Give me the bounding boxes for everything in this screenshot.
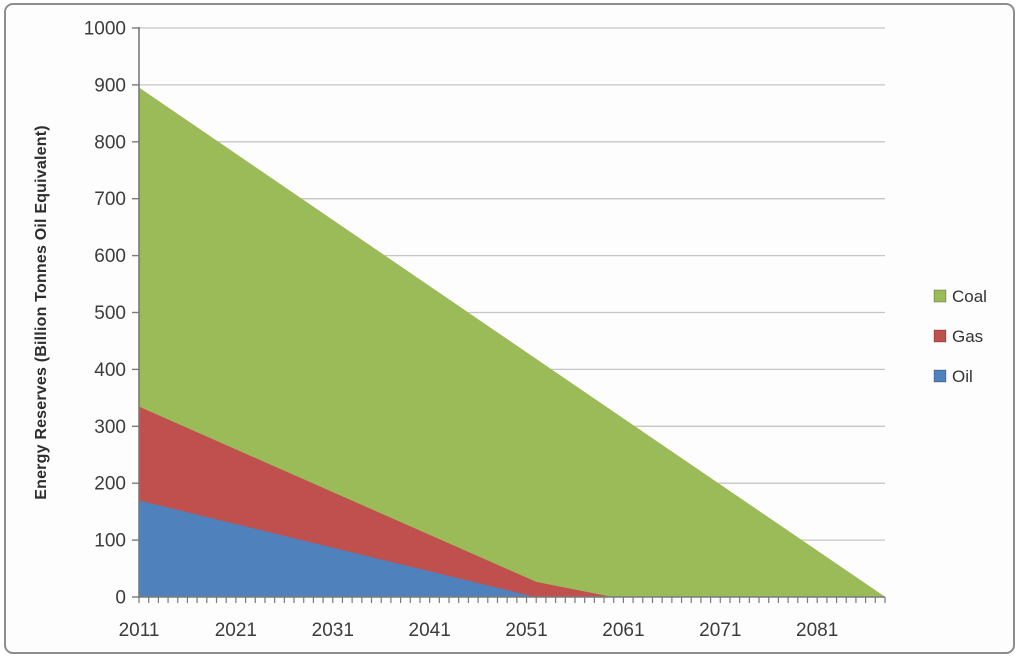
legend-label-coal: Coal bbox=[952, 287, 987, 306]
y-tick-label-800: 800 bbox=[94, 132, 126, 153]
legend: Coal Gas Oil bbox=[933, 287, 987, 386]
x-tick-label-2071: 2071 bbox=[699, 620, 741, 641]
y-tick-label-900: 900 bbox=[94, 75, 126, 96]
y-tick-labels: 0 100 200 300 400 500 600 700 800 900 1000 bbox=[84, 19, 126, 609]
x-tick-label-2011: 2011 bbox=[119, 620, 160, 641]
legend-item-coal: Coal bbox=[933, 287, 987, 306]
x-tick-label-2031: 2031 bbox=[312, 620, 354, 641]
x-tick-label-2021: 2021 bbox=[215, 620, 257, 641]
y-tick-label-300: 300 bbox=[94, 417, 126, 438]
legend-swatch-gas bbox=[933, 329, 947, 343]
y-tick-label-1000: 1000 bbox=[84, 19, 126, 40]
legend-swatch-oil bbox=[933, 369, 947, 383]
x-tick-label-2061: 2061 bbox=[602, 620, 644, 641]
y-tick-label-600: 600 bbox=[94, 246, 126, 267]
y-tick-label-100: 100 bbox=[94, 531, 126, 552]
y-tick-label-500: 500 bbox=[94, 303, 126, 324]
x-tick-label-2081: 2081 bbox=[796, 620, 838, 641]
legend-item-gas: Gas bbox=[933, 327, 983, 346]
legend-swatch-coal bbox=[933, 289, 947, 303]
y-tick-label-200: 200 bbox=[94, 474, 126, 495]
area-series bbox=[138, 87, 886, 598]
y-axis-title: Energy Reserves (Billion Tonnes Oil Equi… bbox=[33, 125, 50, 500]
legend-label-oil: Oil bbox=[952, 367, 973, 386]
y-tick-label-700: 700 bbox=[94, 189, 126, 210]
x-tick-labels: 2011 2021 2031 2041 2051 2061 2071 2081 bbox=[119, 620, 839, 641]
legend-item-oil: Oil bbox=[933, 367, 973, 386]
y-tick-label-0: 0 bbox=[115, 588, 126, 609]
x-tick-label-2051: 2051 bbox=[505, 620, 547, 641]
legend-label-gas: Gas bbox=[952, 327, 983, 346]
axis-ticks bbox=[132, 27, 886, 603]
y-tick-label-400: 400 bbox=[94, 360, 126, 381]
x-tick-label-2041: 2041 bbox=[409, 620, 451, 641]
